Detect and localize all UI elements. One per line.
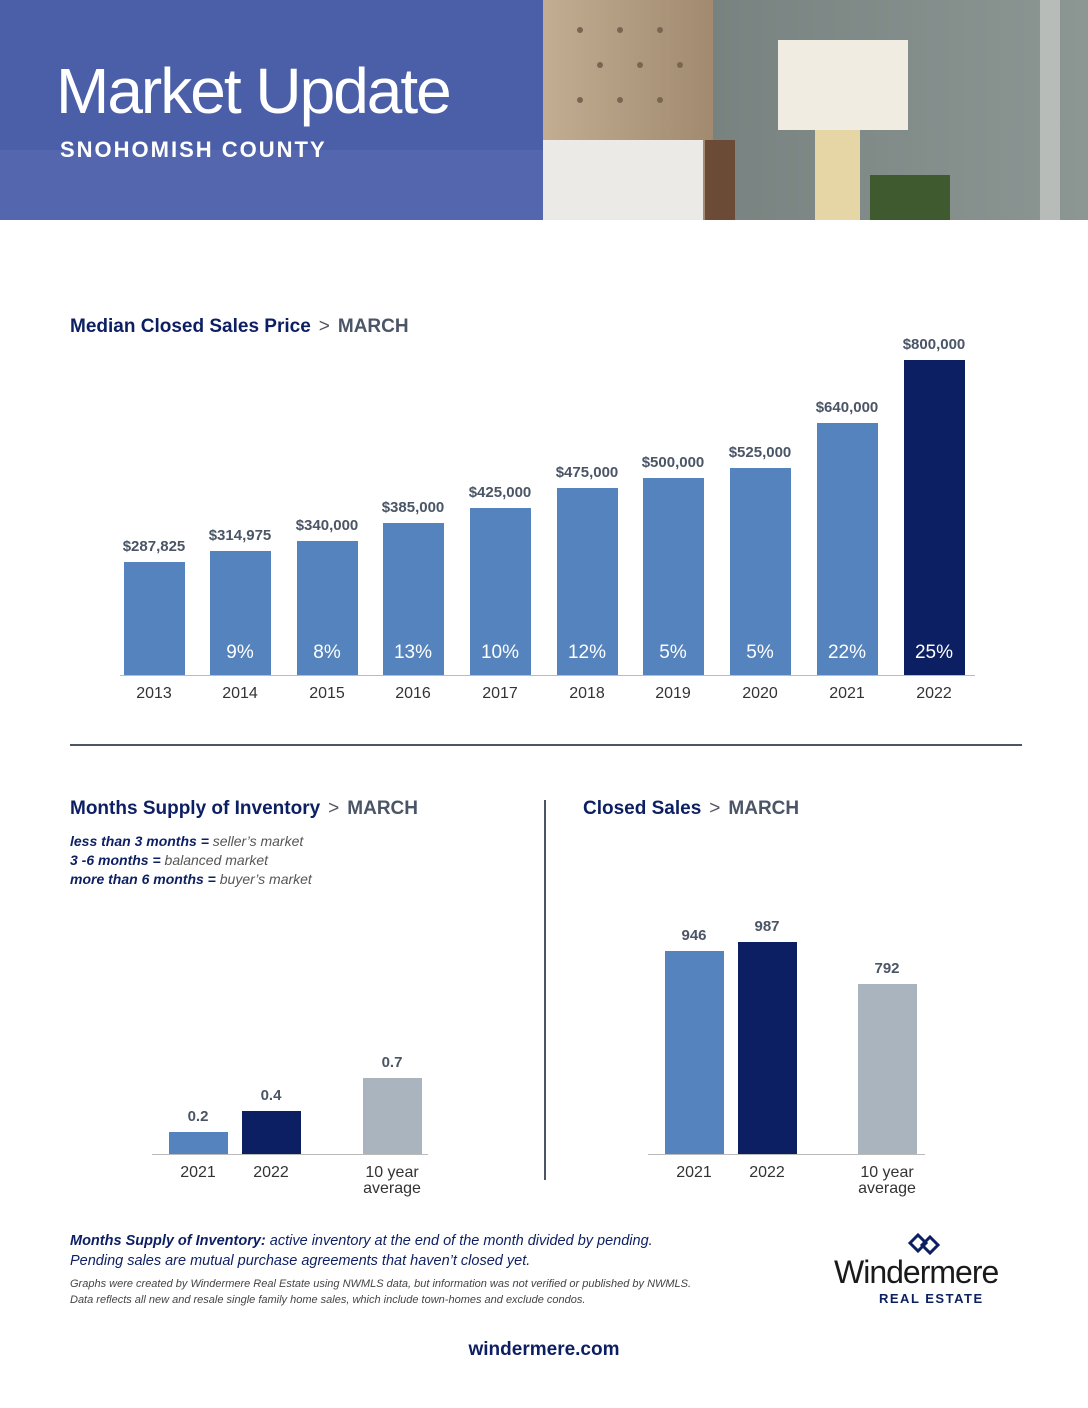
- x-tick-label: 2016: [395, 685, 431, 702]
- legend-note: more than 6 months = buyer’s market: [70, 871, 312, 887]
- chart-subtitle: MARCH: [337, 316, 409, 337]
- bar: [362, 1078, 422, 1154]
- x-tick-label: 2022: [749, 1164, 785, 1181]
- legend-note: 3 -6 months = balanced market: [70, 852, 268, 868]
- bar: [903, 360, 965, 675]
- bar: [556, 487, 618, 675]
- value-label: $287,825: [122, 537, 186, 555]
- bar: [123, 561, 185, 675]
- bar: [664, 950, 724, 1154]
- x-tick-label: 2013: [136, 685, 172, 702]
- bar: [382, 523, 444, 675]
- bar: [241, 1110, 301, 1154]
- change-label: 12%: [567, 642, 607, 663]
- x-tick-label: 2022: [253, 1164, 289, 1181]
- disclaimer-text: Data reflects all new and resale single …: [70, 1294, 586, 1306]
- bar: [816, 423, 878, 675]
- bar: [857, 983, 917, 1154]
- definition-text: active inventory at the end of the month…: [269, 1233, 653, 1249]
- value-label: $525,000: [728, 444, 792, 462]
- x-tick-label: 2018: [569, 685, 605, 702]
- chart-title: Months Supply of Inventory > MARCH: [70, 798, 418, 820]
- x-tick-label: 10 year average: [858, 1164, 916, 1197]
- divider: [544, 800, 546, 1180]
- bar: [729, 468, 791, 675]
- chart-title-main: Months Supply of Inventory: [70, 798, 321, 819]
- chart-title-separator: >: [318, 316, 330, 337]
- value-label: $500,000: [641, 454, 705, 472]
- change-label: 9%: [226, 642, 254, 663]
- bar: [469, 507, 531, 675]
- change-label: 10%: [480, 642, 520, 663]
- note-meaning: seller’s market: [212, 833, 304, 849]
- disclaimer: Graphs were created by Windermere Real E…: [70, 1276, 691, 1308]
- value-label: 792: [874, 959, 900, 977]
- bar: [168, 1132, 228, 1154]
- value-label: 0.7: [381, 1054, 403, 1071]
- logo-icon: [908, 1233, 941, 1256]
- definition-term: Months Supply of Inventory:: [70, 1233, 266, 1249]
- value-label: $385,000: [381, 499, 445, 517]
- x-tick-label: 2022: [916, 685, 952, 702]
- divider: [70, 744, 1022, 746]
- x-tick-label: 2014: [222, 685, 258, 702]
- value-label: 946: [681, 926, 707, 944]
- legend-note: less than 3 months = seller’s market: [70, 833, 303, 849]
- note-term: less than 3 months =: [70, 833, 209, 849]
- change-label: 5%: [746, 642, 774, 663]
- value-label: $475,000: [555, 463, 619, 481]
- chart-subtitle: MARCH: [347, 798, 418, 819]
- chart-title-main: Median Closed Sales Price: [70, 316, 311, 337]
- value-label: $640,000: [815, 399, 879, 416]
- x-tick-label: 2020: [742, 685, 778, 702]
- note-meaning: buyer’s market: [219, 871, 312, 887]
- header-subtitle: SNOHOMISH COUNTY: [60, 137, 327, 162]
- change-label: 8%: [313, 642, 341, 663]
- value-label: $800,000: [902, 336, 966, 353]
- change-label: 25%: [914, 642, 954, 663]
- chart-title-separator: >: [328, 798, 340, 819]
- value-label: $340,000: [295, 517, 359, 535]
- logo-name: Windermere: [834, 1254, 999, 1290]
- x-tick-label: 10 year average: [363, 1164, 421, 1197]
- value-label: $425,000: [468, 483, 532, 501]
- chart-title-separator: >: [709, 798, 721, 819]
- header-photo: [0, 0, 1088, 220]
- value-label: 987: [754, 918, 780, 935]
- axis-line: [120, 675, 975, 676]
- axis-line: [648, 1154, 925, 1155]
- logo-sub: REAL ESTATE: [879, 1291, 984, 1306]
- footer-definition: Months Supply of Inventory: active inven…: [70, 1231, 653, 1271]
- x-tick-label: 2019: [655, 685, 691, 702]
- definition-text: Pending sales are mutual purchase agreem…: [70, 1253, 531, 1269]
- note-meaning: balanced market: [164, 852, 269, 868]
- chart-subtitle: MARCH: [728, 798, 800, 819]
- axis-line: [152, 1154, 428, 1155]
- x-tick-label: 2021: [676, 1164, 712, 1181]
- header: Market Update SNOHOMISH COUNTY: [0, 0, 1088, 220]
- x-tick-label: 2017: [482, 685, 518, 702]
- value-label: 0.2: [187, 1108, 209, 1126]
- header-title: Market Update: [56, 55, 452, 127]
- chart-title-main: Closed Sales: [583, 798, 702, 819]
- chart-title: Closed Sales > MARCH: [583, 798, 799, 820]
- value-label: $314,975: [208, 526, 272, 544]
- x-tick-label: 2021: [180, 1164, 216, 1181]
- disclaimer-text: Graphs were created by Windermere Real E…: [70, 1278, 692, 1290]
- bar: [296, 541, 358, 675]
- x-tick-label: 2021: [829, 685, 865, 702]
- note-term: 3 -6 months =: [70, 852, 161, 868]
- note-term: more than 6 months =: [70, 871, 216, 887]
- chart-title: Median Closed Sales Price > MARCH: [70, 316, 409, 338]
- value-label: 0.4: [260, 1086, 282, 1104]
- x-tick-label: 2015: [309, 685, 345, 702]
- bar: [737, 942, 797, 1154]
- change-label: 5%: [659, 642, 687, 663]
- bar: [642, 478, 704, 675]
- bar: [209, 550, 271, 675]
- change-label: 22%: [827, 642, 867, 663]
- change-label: 13%: [393, 642, 433, 663]
- url: windermere.com: [468, 1339, 620, 1360]
